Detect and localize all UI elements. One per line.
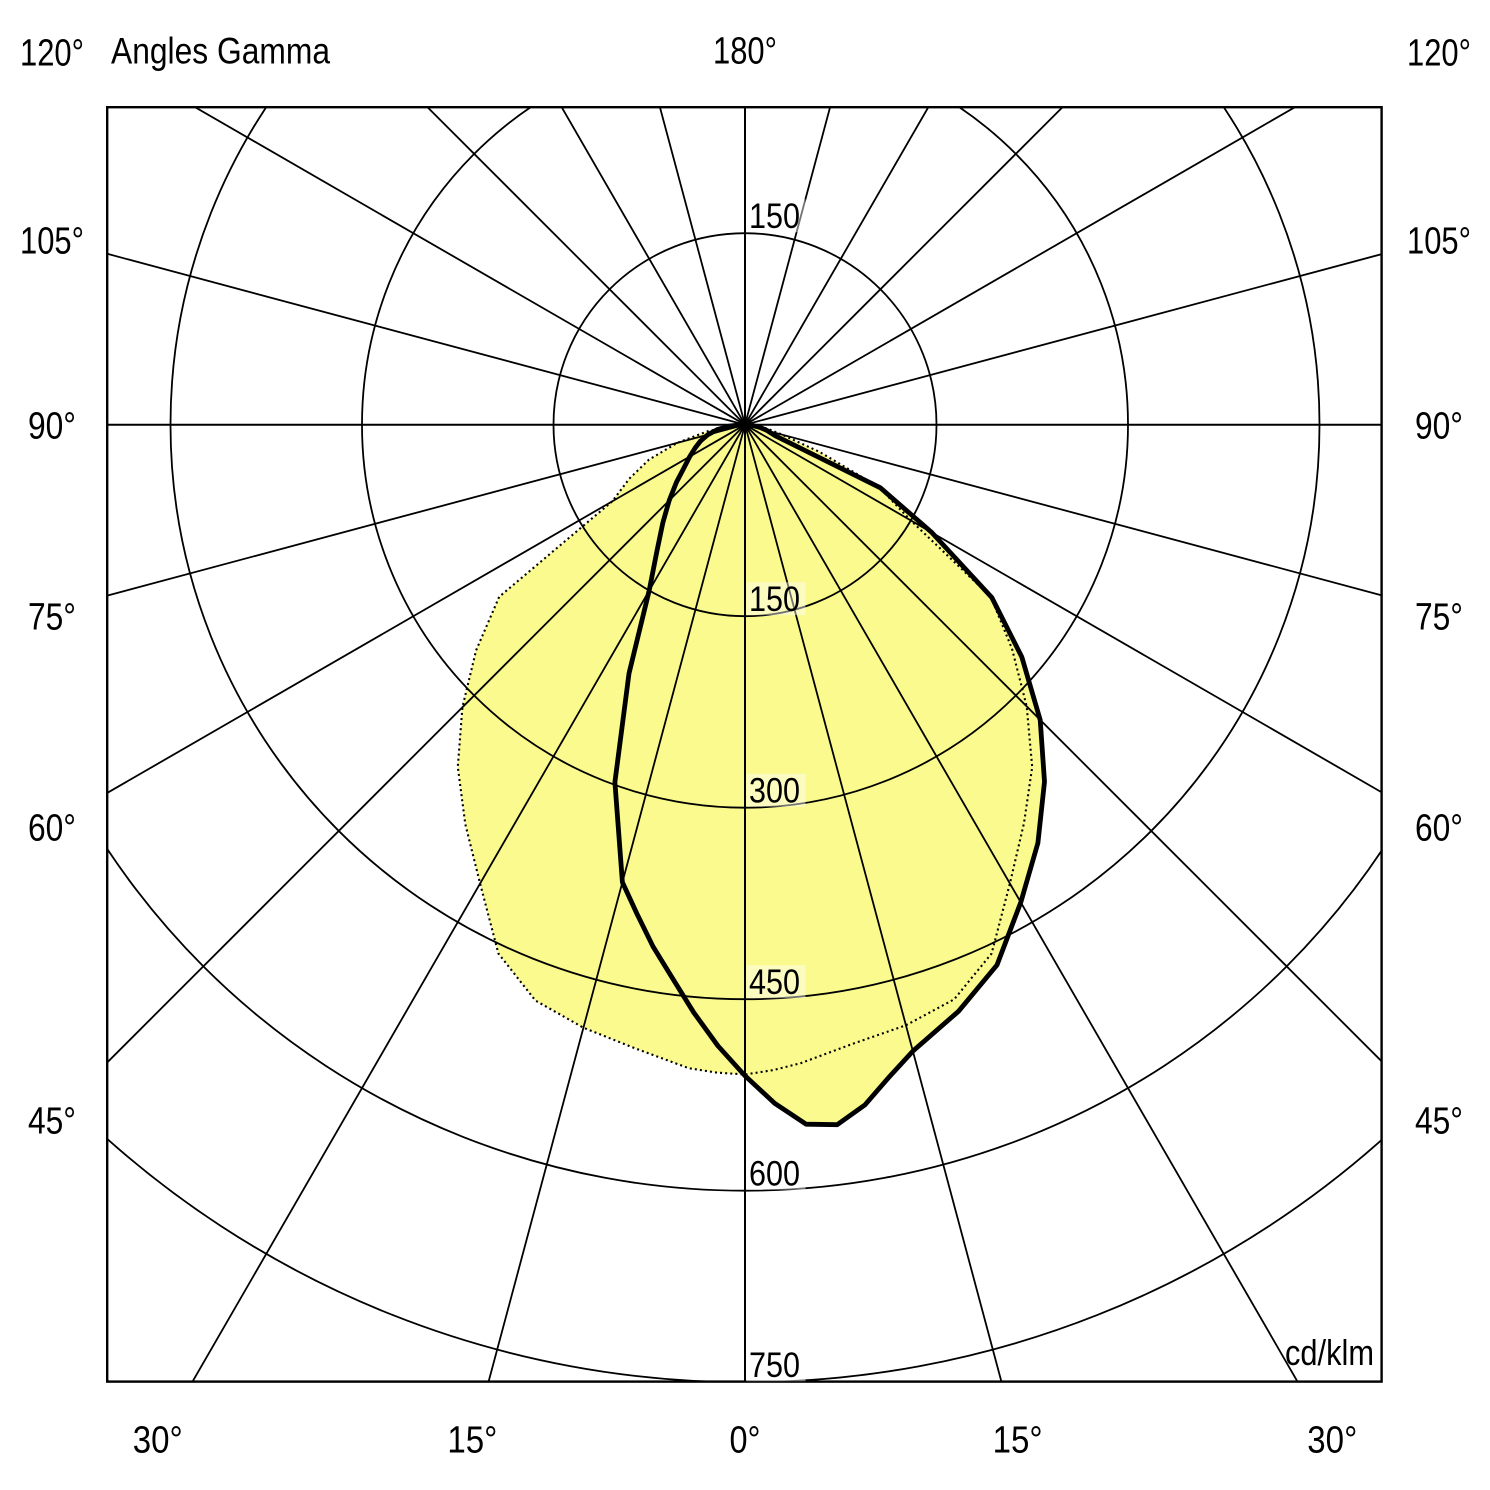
svg-text:45°: 45° (1415, 1101, 1463, 1143)
svg-text:15°: 15° (447, 1420, 497, 1462)
svg-text:450: 450 (749, 963, 800, 1002)
svg-text:75°: 75° (28, 597, 76, 639)
svg-text:150: 150 (749, 197, 800, 236)
svg-text:30°: 30° (1307, 1420, 1357, 1462)
svg-text:750: 750 (749, 1346, 800, 1385)
svg-text:15°: 15° (993, 1420, 1043, 1462)
svg-text:30°: 30° (133, 1420, 183, 1462)
svg-text:600: 600 (749, 1155, 800, 1194)
svg-text:105°: 105° (20, 221, 84, 263)
svg-text:60°: 60° (28, 808, 76, 850)
svg-text:105°: 105° (1407, 221, 1471, 263)
svg-text:Angles Gamma: Angles Gamma (111, 31, 330, 72)
svg-text:0°: 0° (730, 1420, 761, 1462)
svg-text:90°: 90° (28, 406, 76, 448)
svg-text:120°: 120° (20, 33, 84, 75)
svg-text:75°: 75° (1415, 597, 1463, 639)
svg-text:150: 150 (749, 580, 800, 619)
svg-text:cd/klm: cd/klm (1285, 1332, 1374, 1373)
svg-text:120°: 120° (1407, 33, 1471, 75)
svg-text:300: 300 (749, 772, 800, 811)
svg-text:45°: 45° (28, 1101, 76, 1143)
svg-text:180°: 180° (713, 31, 777, 73)
svg-text:60°: 60° (1415, 808, 1463, 850)
svg-text:90°: 90° (1415, 406, 1463, 448)
